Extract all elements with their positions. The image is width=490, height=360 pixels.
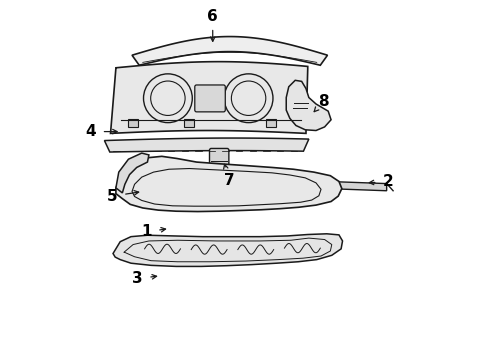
Polygon shape — [113, 234, 343, 266]
Polygon shape — [286, 80, 331, 131]
Text: 6: 6 — [207, 9, 218, 24]
Text: 8: 8 — [318, 94, 329, 109]
Text: 1: 1 — [141, 225, 151, 239]
Polygon shape — [116, 153, 149, 193]
Polygon shape — [104, 138, 309, 152]
Text: 4: 4 — [85, 124, 96, 139]
Bar — [128, 119, 138, 127]
Text: 2: 2 — [383, 174, 394, 189]
FancyBboxPatch shape — [195, 85, 225, 112]
Text: 5: 5 — [107, 189, 118, 204]
Bar — [184, 119, 195, 127]
Polygon shape — [116, 156, 342, 212]
Text: 7: 7 — [223, 172, 234, 188]
Text: 3: 3 — [132, 271, 143, 286]
Polygon shape — [132, 37, 327, 65]
Bar — [266, 119, 276, 127]
Polygon shape — [288, 180, 387, 191]
FancyBboxPatch shape — [210, 148, 229, 179]
Polygon shape — [111, 62, 308, 134]
